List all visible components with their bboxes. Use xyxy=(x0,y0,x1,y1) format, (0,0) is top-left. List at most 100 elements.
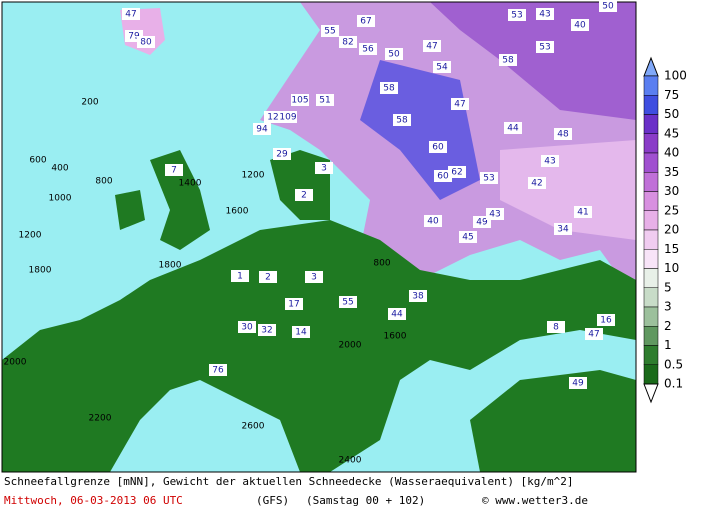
snow-label-box xyxy=(305,271,323,283)
snow-label-box xyxy=(359,43,377,55)
legend-label: 2 xyxy=(664,319,672,333)
contour-label: 2400 xyxy=(339,456,362,466)
snow-label-box xyxy=(547,321,565,333)
snow-label-box xyxy=(137,36,155,48)
snow-label: 50 xyxy=(602,2,614,12)
snow-label-box xyxy=(380,82,398,94)
snow-label: 44 xyxy=(507,124,519,134)
legend-label: 15 xyxy=(664,242,679,256)
legend-swatch xyxy=(643,133,659,154)
snow-label: 1 xyxy=(237,272,243,282)
land xyxy=(115,190,145,230)
legend-swatch xyxy=(643,249,659,269)
snow-label-box xyxy=(253,123,271,135)
legend-label: 0.1 xyxy=(664,377,683,391)
snow-label: 47 xyxy=(426,42,437,52)
legend-swatch xyxy=(643,287,659,308)
snow-label: 53 xyxy=(539,43,550,53)
map xyxy=(1,1,637,473)
snow-label-box xyxy=(504,122,522,134)
snow-label-box xyxy=(541,155,559,167)
contour-label: 1600 xyxy=(226,207,249,217)
snow-label: 79 xyxy=(128,32,140,42)
snow-label: 49 xyxy=(476,218,488,228)
snow-label-box xyxy=(264,111,282,123)
snow-label: 80 xyxy=(140,38,152,48)
snow-label: 55 xyxy=(324,27,335,37)
legend-swatch xyxy=(643,191,659,211)
snow-label: 105 xyxy=(291,96,308,106)
contour-label: 1000 xyxy=(49,194,72,204)
snow-label: 47 xyxy=(588,330,599,340)
snow-label-box xyxy=(409,290,427,302)
snow-label: 2 xyxy=(265,273,271,283)
contour-label: 2600 xyxy=(242,422,265,432)
legend-label: 50 xyxy=(664,107,679,121)
snow-label-box xyxy=(597,314,615,326)
legend-label: 30 xyxy=(664,184,679,198)
snow-label-box xyxy=(536,8,554,20)
snow-label-box xyxy=(459,231,477,243)
snow-label-box xyxy=(279,111,297,123)
contour-label: 1800 xyxy=(29,266,52,276)
snow-label-box xyxy=(291,94,309,106)
snow-label: 54 xyxy=(436,63,448,73)
snow-label: 55 xyxy=(342,298,353,308)
snow-label: 12 xyxy=(267,113,278,123)
legend-swatch xyxy=(643,268,659,288)
contour-label: 1200 xyxy=(19,231,42,241)
snow-label-box xyxy=(574,206,592,218)
snow-label: 50 xyxy=(388,50,400,60)
snow-label-box xyxy=(569,377,587,389)
snow-label: 51 xyxy=(319,96,330,106)
contour-label: 2000 xyxy=(339,341,362,351)
snow-label: 40 xyxy=(574,21,586,31)
contour-label: 1600 xyxy=(384,332,407,342)
snow-label-box xyxy=(536,41,554,53)
snow-label: 53 xyxy=(483,174,494,184)
snow-label-box xyxy=(508,9,526,21)
snow-deep xyxy=(360,60,480,200)
snow-label: 76 xyxy=(212,366,224,376)
snow-label: 8 xyxy=(553,323,559,333)
snow-label: 45 xyxy=(462,233,473,243)
legend-swatch xyxy=(643,152,659,173)
snow-label-box xyxy=(259,271,277,283)
snow-label: 60 xyxy=(432,143,444,153)
snow-label: 32 xyxy=(261,326,272,336)
snow-label: 49 xyxy=(572,379,584,389)
footer-credit: © www.wetter3.de xyxy=(482,494,588,507)
snow-label-box xyxy=(231,270,249,282)
legend-label: 1 xyxy=(664,338,672,352)
snow-label-box xyxy=(599,0,617,12)
footer-model: (GFS) xyxy=(256,494,289,507)
snow-label-box xyxy=(429,141,447,153)
snow-label: 58 xyxy=(396,116,408,126)
legend-swatch xyxy=(643,75,659,96)
contour-label: 600 xyxy=(29,156,46,166)
snow-label-box xyxy=(433,61,451,73)
snow-label: 58 xyxy=(502,56,514,66)
legend-label: 75 xyxy=(664,88,679,102)
snow-label-box xyxy=(585,328,603,340)
snow-label: 7 xyxy=(171,166,177,176)
snow-label: 47 xyxy=(454,100,465,110)
snow-deep xyxy=(430,2,636,120)
snow-label-box xyxy=(339,36,357,48)
snow-label-box xyxy=(499,54,517,66)
legend-swatch xyxy=(643,306,659,327)
footer-run: (Samstag 00 + 102) xyxy=(306,494,425,507)
snow-label-box xyxy=(209,364,227,376)
legend-swatch xyxy=(643,114,659,134)
snow-label: 43 xyxy=(544,157,555,167)
snow-label-box xyxy=(554,223,572,235)
snow-label: 16 xyxy=(600,316,612,326)
snow-label-box xyxy=(238,321,256,333)
contour-label: 800 xyxy=(373,259,390,269)
legend-label: 35 xyxy=(664,165,679,179)
snow-label-box xyxy=(486,208,504,220)
contour-label: 1200 xyxy=(242,171,265,181)
legend-swatch xyxy=(643,172,659,192)
